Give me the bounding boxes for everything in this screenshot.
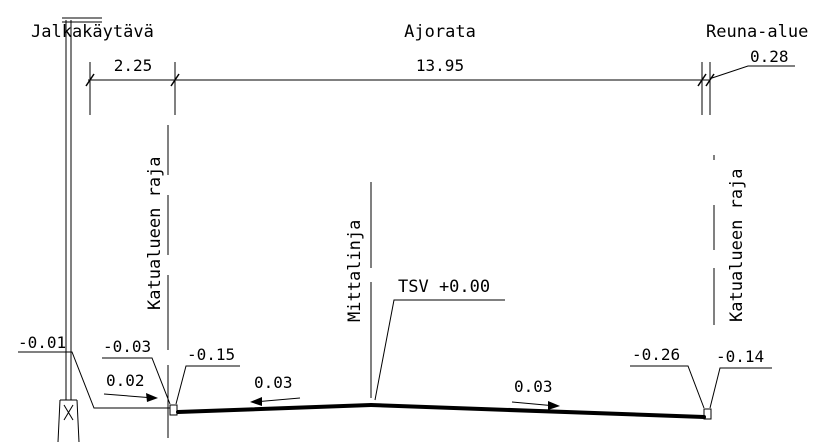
sidewalk-slope-value: 0.02 [106,371,145,390]
left-boundary-label: Katualueen raja [145,156,165,310]
road-surface-profile [18,351,712,420]
curb-top-right-leader [630,365,705,409]
curb-bottom-left-height: -0.15 [187,345,235,364]
centerline-label: Mittalinja [345,220,365,322]
curb-top-left-leader [102,357,171,405]
pole-base-height: -0.01 [18,333,66,352]
roadway-left-slope-value: 0.03 [254,373,293,392]
sidewalk-slope-arrow [103,393,158,402]
edge-area-title: Reuna-alue [706,22,808,42]
curb-top-left-height: -0.03 [103,337,151,356]
curb-top-right-height: -0.26 [632,345,680,364]
edge-width-value: 0.28 [750,47,789,66]
curb-bottom-right-height: -0.14 [716,347,764,366]
roadway-right-slope-arrow [511,401,560,410]
curb-bottom-right-leader [709,367,772,409]
roadway-width-value: 13.95 [416,56,464,75]
roadway-right-slope-value: 0.03 [514,377,553,396]
sidewalk-width-value: 2.25 [114,56,153,75]
sidewalk-title: Jalkakäytävä [31,22,154,42]
reference-height-label: TSV +0.00 [398,277,490,297]
reference-height-leader [374,299,505,401]
street-light-pole [57,17,102,442]
width-dimension-line [85,62,795,115]
roadway-left-slope-arrow [250,397,301,406]
curb-bottom-left-leader [175,365,240,405]
roadway-title: Ajorata [404,22,476,42]
right-boundary-label: Katualueen raja [727,168,747,322]
